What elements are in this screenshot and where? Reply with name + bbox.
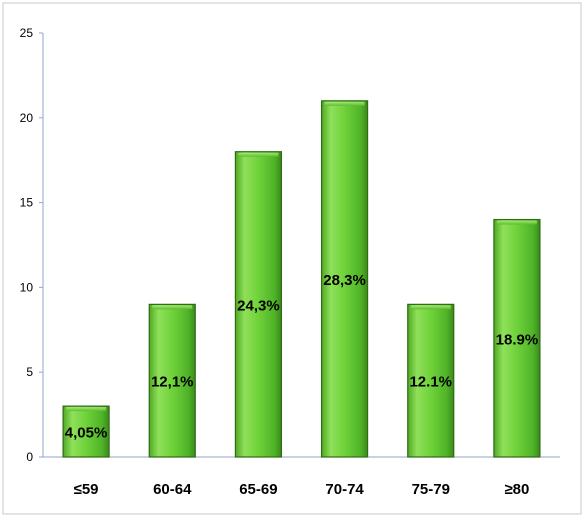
bar-body <box>148 303 196 458</box>
bar-body <box>320 100 369 458</box>
bar-bevel <box>324 101 365 106</box>
bar-body <box>493 218 541 458</box>
bar-bevel <box>410 305 451 310</box>
data-label: 4,05% <box>65 425 108 442</box>
bar-body <box>62 405 110 458</box>
category-label: 70-74 <box>325 481 364 498</box>
bar-5 <box>407 303 455 458</box>
category-labels-group: ≤59 60-64 65-69 70-74 75-79 ≥80 <box>74 481 530 498</box>
data-label: 18.9% <box>496 331 539 348</box>
y-tick-label: 10 <box>20 280 34 294</box>
data-labels-group: 4,05% 12,1% 24,3% 28,3% 12.1% 18.9% <box>65 272 538 442</box>
category-label: 60-64 <box>153 481 192 498</box>
bar-bevel <box>66 407 107 412</box>
bar-bevel <box>152 305 193 310</box>
chart-frame <box>2 2 582 515</box>
bar-bevel <box>496 220 537 225</box>
category-label: ≥80 <box>504 481 529 498</box>
y-tick-label: 20 <box>20 111 34 125</box>
category-label: ≤59 <box>74 481 99 498</box>
category-label: 75-79 <box>412 481 450 498</box>
bar-4 <box>320 100 369 458</box>
bar-body <box>407 303 455 458</box>
bar-3 <box>234 151 283 458</box>
bar-1 <box>62 405 110 458</box>
y-tick-label: 5 <box>26 365 33 379</box>
bar-body <box>234 151 283 458</box>
data-label: 28,3% <box>323 272 366 289</box>
bar-bevel <box>238 152 279 157</box>
data-label: 24,3% <box>237 297 280 314</box>
y-tick-label: 0 <box>26 450 33 464</box>
data-label: 12.1% <box>409 374 452 391</box>
bar-2 <box>148 303 196 458</box>
y-tick-label: 15 <box>20 196 34 210</box>
y-axis-ticks: 0 5 10 15 20 25 <box>20 26 43 464</box>
category-label: 65-69 <box>239 481 277 498</box>
bar-6 <box>493 218 541 458</box>
data-label: 12,1% <box>151 374 194 391</box>
bars-group <box>62 100 541 458</box>
y-tick-label: 25 <box>20 26 34 40</box>
